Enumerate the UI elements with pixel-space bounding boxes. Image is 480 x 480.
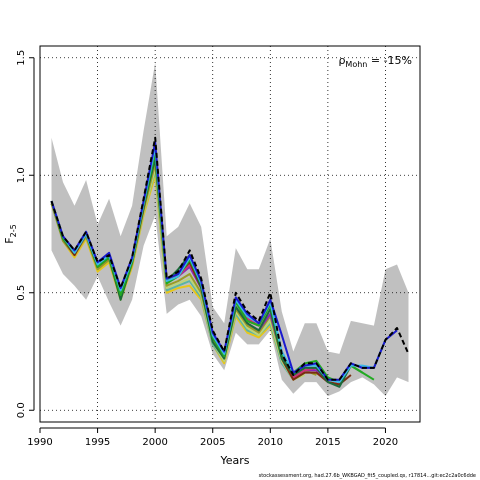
y-axis-label-main: F [3,237,16,243]
mohn-rho-value: = -15% [367,54,412,67]
confidence-band-area [51,62,409,397]
y-tick-label-2: 1.0 [16,167,27,183]
y-axis: 0.0 0.5 1.0 1.5 [16,50,35,418]
series-lines [50,136,410,388]
confidence-band [51,62,409,397]
y-tick-label-3: 1.5 [16,50,27,66]
x-tick-label-1995: 1995 [85,437,110,448]
series-line-0 [50,136,410,381]
plot-frame [39,45,421,423]
x-tick-label-2005: 2005 [200,437,225,448]
x-tick-label-2010: 2010 [258,437,283,448]
mohn-rho-subscript: Mohn [345,60,367,69]
y-tick-label-1: 0.5 [16,285,27,301]
x-tick-label-2015: 2015 [315,437,340,448]
y-axis-label: F2-5 [3,224,18,243]
x-axis-label: Years [219,454,249,467]
x-tick-label-1990: 1990 [27,437,52,448]
mohn-rho-symbol: ρ [338,54,345,67]
y-tick-label-0: 0.0 [16,402,27,418]
x-axis: 1990 1995 2000 2005 2010 2015 2020 [27,427,398,448]
mohn-rho-annotation: ρMohn = -15% [338,54,412,69]
series-line-3 [50,150,375,384]
footer-source: stockassessment.org, had.27.6b_WKBGAD_fi… [259,473,476,479]
x-tick-label-2020: 2020 [373,437,398,448]
x-tick-label-2000: 2000 [142,437,167,448]
y-axis-label-sub: 2-5 [9,224,18,237]
